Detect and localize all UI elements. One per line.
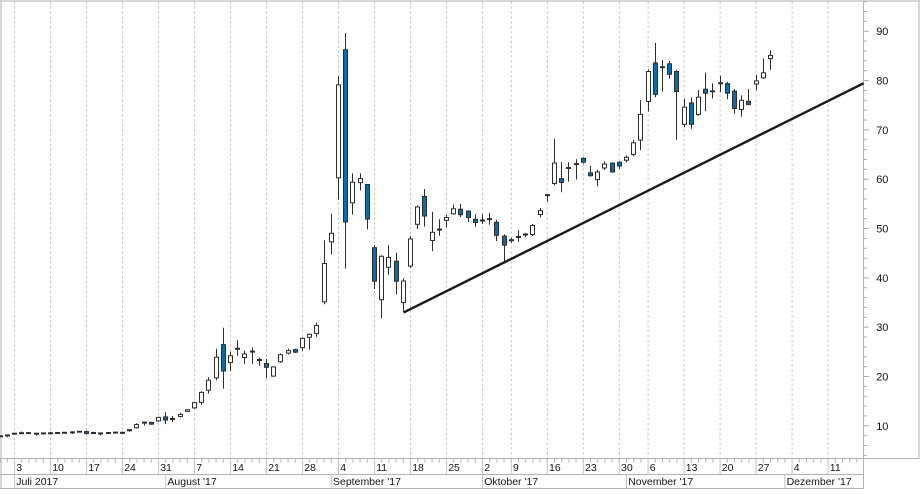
svg-text:3: 3 — [16, 462, 22, 474]
svg-text:27: 27 — [758, 462, 770, 474]
svg-text:6: 6 — [650, 462, 656, 474]
svg-text:13: 13 — [686, 462, 698, 474]
svg-text:20: 20 — [876, 372, 888, 384]
svg-text:9: 9 — [513, 462, 519, 474]
svg-text:70: 70 — [876, 125, 888, 137]
svg-text:18: 18 — [412, 462, 424, 474]
svg-text:Juli 2017: Juli 2017 — [16, 476, 58, 488]
svg-text:14: 14 — [232, 462, 244, 474]
svg-text:90: 90 — [876, 26, 888, 38]
svg-text:November '17: November '17 — [628, 476, 693, 488]
svg-text:September '17: September '17 — [333, 476, 401, 488]
svg-text:7: 7 — [196, 462, 202, 474]
svg-text:11: 11 — [830, 462, 841, 474]
svg-text:24: 24 — [124, 462, 136, 474]
svg-text:20: 20 — [722, 462, 734, 474]
svg-text:30: 30 — [876, 322, 888, 334]
svg-text:60: 60 — [876, 174, 888, 186]
svg-text:50: 50 — [876, 224, 888, 236]
svg-text:10: 10 — [876, 421, 888, 433]
svg-text:40: 40 — [876, 273, 888, 285]
svg-text:28: 28 — [304, 462, 316, 474]
svg-text:4: 4 — [794, 462, 800, 474]
svg-text:16: 16 — [549, 462, 561, 474]
svg-text:17: 17 — [88, 462, 100, 474]
svg-text:80: 80 — [876, 76, 888, 88]
svg-text:August '17: August '17 — [167, 476, 216, 488]
svg-text:30: 30 — [621, 462, 633, 474]
svg-text:23: 23 — [585, 462, 597, 474]
svg-text:2: 2 — [484, 462, 490, 474]
svg-text:4: 4 — [340, 462, 346, 474]
svg-text:21: 21 — [268, 462, 280, 474]
svg-text:31: 31 — [160, 462, 172, 474]
svg-text:Dezember '17: Dezember '17 — [787, 476, 852, 488]
svg-text:10: 10 — [52, 462, 64, 474]
svg-text:11: 11 — [376, 462, 387, 474]
svg-text:Oktober '17: Oktober '17 — [484, 476, 538, 488]
svg-text:25: 25 — [448, 462, 460, 474]
